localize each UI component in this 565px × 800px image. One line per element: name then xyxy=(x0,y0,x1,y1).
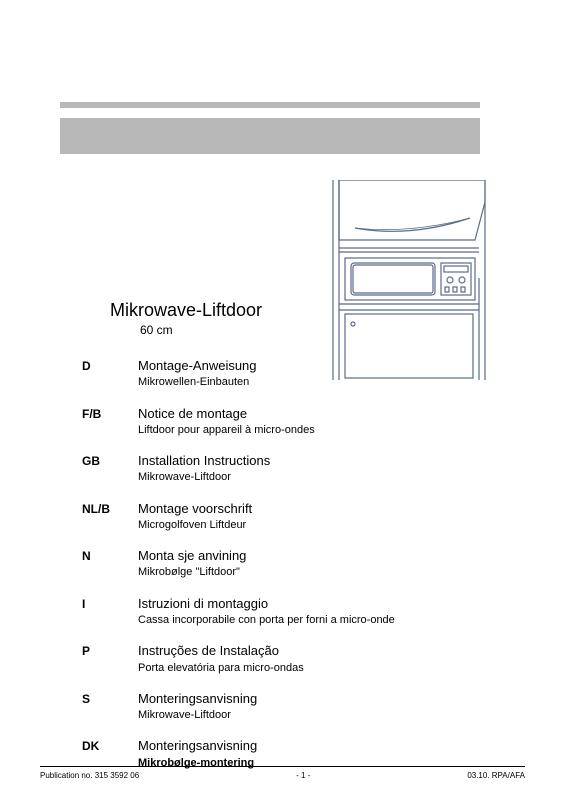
lang-text: Installation InstructionsMikrowave-Liftd… xyxy=(138,453,502,485)
lang-title: Monta sje anvining xyxy=(138,548,502,564)
decor-thin-bar xyxy=(60,102,480,108)
lang-subtitle: Porta elevatória para micro-ondas xyxy=(138,661,502,675)
lang-row: NMonta sje anviningMikrobølge "Liftdoor" xyxy=(82,548,502,580)
lang-row: SMonteringsanvisningMikrowave-Liftdoor xyxy=(82,691,502,723)
footer-page-number: - 1 - xyxy=(296,771,310,780)
lang-code: D xyxy=(82,358,138,390)
lang-code: GB xyxy=(82,453,138,485)
lang-subtitle: Liftdoor pour appareil à micro-ondes xyxy=(138,423,502,437)
lang-text: Monta sje anviningMikrobølge "Liftdoor" xyxy=(138,548,502,580)
lang-title: Instruções de Instalação xyxy=(138,643,502,659)
lang-subtitle: Microgolfoven Liftdeur xyxy=(138,518,502,532)
lang-text: Montage-AnweisungMikrowellen-Einbauten xyxy=(138,358,502,390)
lang-subtitle: Mikrobølge "Liftdoor" xyxy=(138,565,502,579)
microwave-liftdoor-diagram xyxy=(325,180,495,380)
page-footer: Publication no. 315 3592 06 - 1 - 03.10.… xyxy=(40,766,525,780)
lang-code: NL/B xyxy=(82,501,138,533)
product-subtitle: 60 cm xyxy=(140,323,262,337)
lang-title: Montage voorschrift xyxy=(138,501,502,517)
lang-text: Instruções de Instalação Porta elevatória… xyxy=(138,643,502,675)
lang-row: GBInstallation InstructionsMikrowave-Lif… xyxy=(82,453,502,485)
lang-row: IIstruzioni di montaggioCassa incorporab… xyxy=(82,596,502,628)
lang-text: MonteringsanvisningMikrowave-Liftdoor xyxy=(138,691,502,723)
lang-code: N xyxy=(82,548,138,580)
lang-text: Istruzioni di montaggioCassa incorporabi… xyxy=(138,596,502,628)
product-title: Mikrowave-Liftdoor xyxy=(110,300,262,321)
lang-row: DMontage-AnweisungMikrowellen-Einbauten xyxy=(82,358,502,390)
lang-title: Montage-Anweisung xyxy=(138,358,502,374)
lang-text: Montage voorschriftMicrogolfoven Liftdeu… xyxy=(138,501,502,533)
lang-row: F/BNotice de montageLiftdoor pour appare… xyxy=(82,406,502,438)
lang-code: P xyxy=(82,643,138,675)
language-list: DMontage-AnweisungMikrowellen-EinbautenF… xyxy=(82,358,502,786)
footer-date-code: 03.10. RPA/AFA xyxy=(467,771,525,780)
lang-code: I xyxy=(82,596,138,628)
lang-code: F/B xyxy=(82,406,138,438)
lang-title: Monteringsanvisning xyxy=(138,691,502,707)
decor-thick-bar xyxy=(60,118,480,154)
lang-subtitle: Mikrowellen-Einbauten xyxy=(138,375,502,389)
title-block: Mikrowave-Liftdoor 60 cm xyxy=(110,300,262,337)
lang-title: Monteringsanvisning xyxy=(138,738,502,754)
lang-subtitle: Cassa incorporabile con porta per forni … xyxy=(138,613,502,627)
lang-title: Installation Instructions xyxy=(138,453,502,469)
lang-title: Istruzioni di montaggio xyxy=(138,596,502,612)
lang-text: Notice de montageLiftdoor pour appareil … xyxy=(138,406,502,438)
lang-code: S xyxy=(82,691,138,723)
lang-row: PInstruções de Instalação Porta elevatóri… xyxy=(82,643,502,675)
lang-subtitle: Mikrowave-Liftdoor xyxy=(138,470,502,484)
lang-subtitle: Mikrowave-Liftdoor xyxy=(138,708,502,722)
lang-title: Notice de montage xyxy=(138,406,502,422)
lang-row: NL/BMontage voorschriftMicrogolfoven Lif… xyxy=(82,501,502,533)
footer-publication: Publication no. 315 3592 06 xyxy=(40,771,139,780)
